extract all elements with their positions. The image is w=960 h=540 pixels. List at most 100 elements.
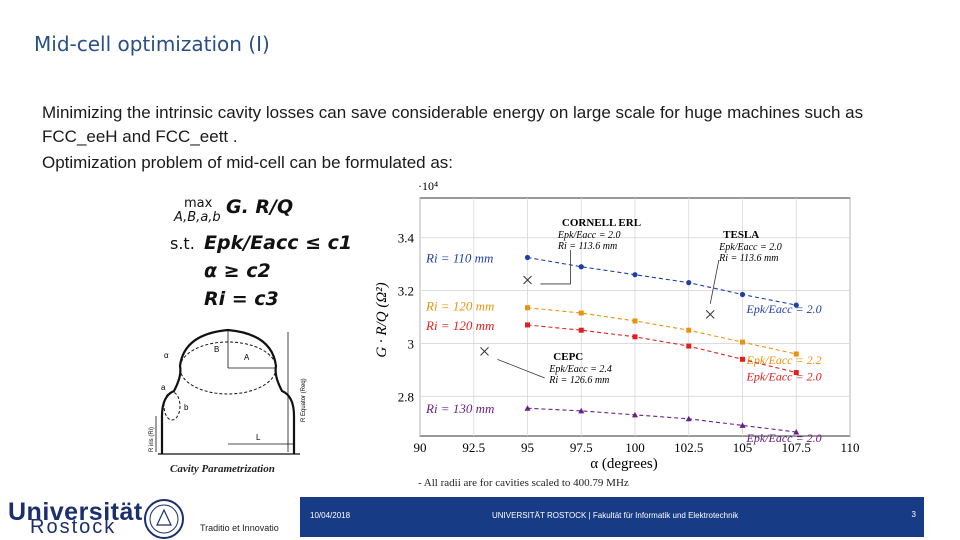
subject-to-label: s.t. [170,234,195,253]
data-point [632,411,638,418]
series-right-label: Epk/Eacc = 2.2 [746,353,822,367]
reference-detail: Ri = 113.6 mm [718,253,778,264]
data-point [686,327,692,333]
university-logo: Universität Rostock Traditio et Innovati… [6,498,296,540]
page-number: 3 [911,510,916,519]
data-point [740,339,745,345]
reference-name: CORNELL ERL [562,217,641,229]
data-point [524,405,531,411]
cavity-label-B: B [214,345,219,354]
data-point [578,327,584,333]
x-tick-label: 105 [733,440,753,455]
cavity-label-Ri: R iris (Ri) [149,427,155,452]
data-point [686,280,692,286]
series-left-label: Ri = 120 mm [425,318,494,333]
reference-detail: Ri = 126.6 mm [548,375,609,386]
x-tick-label: 107.5 [782,440,811,455]
series-right-label: Epk/Eacc = 2.0 [746,431,822,445]
x-tick-labels: 90 92.5 95 97.5 100 102.5 105 107.5 110 [414,440,860,455]
cavity-label-a: a [161,383,166,392]
y-tick-label: 2.8 [398,389,414,404]
data-point [686,343,692,349]
x-tick-label: 102.5 [674,440,703,455]
series-left-label: Ri = 130 mm [425,401,494,416]
cavity-label-alpha: α [164,351,169,360]
objective-function: G. R/Q [226,196,294,218]
series-left-label: Ri = 120 mm [425,299,494,314]
data-point [793,351,799,357]
annotation-arrow [709,259,720,304]
bullet-line-3: Optimization problem of mid-cell can be … [42,153,454,172]
reference-marker [523,275,532,285]
max-subscript: A,B,a,b [174,210,221,225]
logo-line-1: Universität [8,498,143,526]
x-tick-label: 92.5 [462,440,485,455]
cavity-label-L: L [256,433,261,442]
series-left-label: Ri = 110 mm [425,251,493,266]
footer-bar: 10/04/2018 UNIVERSITÄT ROSTOCK | Fakultä… [300,497,924,537]
bullet-line-2: FCC_eeH and FCC_eett . [42,127,238,146]
series-line [527,307,797,355]
data-point [578,310,584,316]
data-point [740,356,745,362]
data-point [793,302,799,308]
reference-detail: Epk/Eacc = 2.0 [557,230,621,241]
series-right-label: Epk/Eacc = 2.0 [746,370,822,384]
university-seal-icon [144,499,184,539]
cavity-label-Req: R Equator (Req) [301,378,307,422]
x-tick-label: 110 [840,440,859,455]
y-axis-label: G · R/Q (Ω²) [374,282,390,357]
reference-marker [480,347,489,356]
footer-date: 10/04/2018 [310,511,351,520]
x-tick-label: 97.5 [570,440,593,455]
max-label: max [184,196,213,211]
data-point [525,322,530,328]
series-right-label: Epk/Eacc = 2.0 [746,302,822,316]
y-tick-label: 3.2 [398,284,414,299]
series-line [527,324,797,374]
data-point [632,272,638,278]
y-exponent-label: ·10⁴ [418,179,438,193]
y-tick-label: 3.4 [398,231,415,246]
data-point [632,334,638,340]
logo-line-2: Rostock [30,516,117,538]
cavity-label-A: A [244,353,250,362]
grid-lines [419,198,851,436]
footer-organization: UNIVERSITÄT ROSTOCK | Fakultät für Infor… [492,511,739,520]
x-tick-label: 95 [521,440,534,455]
series-line [527,256,797,306]
bullet-line-1: Minimizing the intrinsic cavity losses c… [42,103,864,122]
footnote: - All radii are for cavities scaled to 4… [418,477,629,489]
reference-name: TESLA [723,229,759,241]
reference-detail: Epk/Eacc = 2.0 [718,242,782,253]
data-point [525,305,530,311]
series-line [527,407,797,433]
annotation-arrow [540,250,571,285]
cavity-label-b: b [184,403,189,412]
reference-detail: Ri = 113.6 mm [557,241,617,252]
x-tick-label: 100 [625,440,645,455]
data-point [739,291,746,298]
data-point [793,370,799,376]
slide-title: Mid-cell optimization (I) [34,32,270,56]
cavity-caption: Cavity Parametrization [170,463,275,475]
reference-detail: Epk/Eacc = 2.4 [548,364,612,375]
cavity-diagram: B A α a b L R iris (Ri) R Equator (Req) [149,328,307,455]
y-tick-labels: 2.8 3 3.2 3.4 [398,231,415,405]
data-point [578,407,585,414]
constraint-1: Epk/Eacc ≤ c1 [204,232,353,254]
data-point [739,422,746,428]
reference-name: CEPC [553,351,583,363]
x-axis-label: α (degrees) [590,456,657,472]
data-point [578,264,584,270]
iris-ellipse [163,391,181,421]
series-group: Ri = 110 mm Epk/Eacc = 2.0 Ri = 120 mm Epk/… [425,251,822,446]
gr-q-chart: 90 92.5 95 97.5 100 102.5 105 107.5 110 2.8 3 3.2 3… [374,179,860,472]
annotation-arrow [497,358,545,379]
bullet-list: Minimizing the intrinsic cavity losses c… [42,101,892,175]
logo-motto: Traditio et Innovatio [200,523,279,533]
data-point [685,415,692,422]
data-point [793,429,800,435]
constraint-3: Ri = c3 [204,288,279,310]
